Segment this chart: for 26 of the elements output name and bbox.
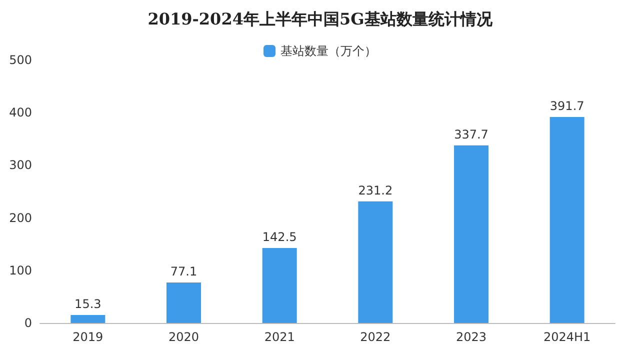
x-tick-label: 2024H1: [543, 330, 591, 344]
y-tick-label: 400: [9, 106, 32, 120]
y-tick-label: 500: [9, 53, 32, 67]
y-tick-label: 300: [9, 158, 32, 172]
data-label: 231.2: [358, 183, 393, 198]
y-tick-label: 100: [9, 263, 32, 278]
x-tick-label: 2023: [456, 330, 487, 344]
data-label: 391.7: [550, 98, 584, 113]
y-tick-label: 200: [9, 210, 32, 225]
chart-title: 2019-2024年上半年中国5G基站数量统计情况: [148, 10, 494, 28]
x-tick-label: 2020: [168, 330, 200, 344]
bar: [358, 201, 393, 323]
bar: [454, 145, 488, 323]
data-label: 142.5: [262, 230, 297, 244]
x-tick-label: 2022: [360, 330, 391, 344]
x-tick-label: 2021: [264, 330, 295, 344]
legend-label: 基站数量（万个）: [280, 44, 376, 58]
y-tick-label: 0: [24, 316, 32, 330]
data-label: 337.7: [454, 127, 488, 142]
bar: [166, 282, 201, 323]
bar: [550, 116, 584, 323]
data-label: 77.1: [170, 264, 198, 278]
data-label: 15.3: [74, 296, 102, 311]
bar: [70, 314, 106, 323]
bar: [262, 248, 297, 323]
x-tick-label: 2019: [72, 330, 104, 344]
